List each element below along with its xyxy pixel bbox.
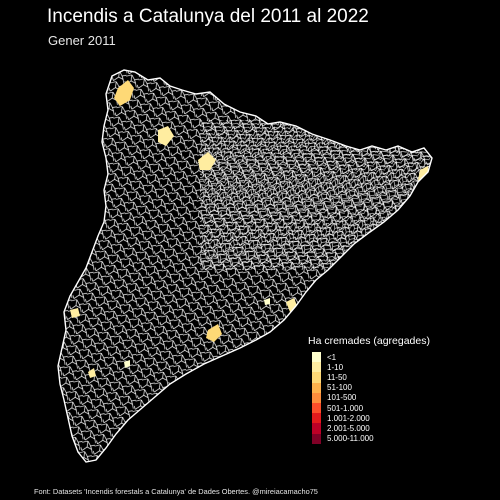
legend-item: 1.001-2.000: [308, 413, 430, 424]
legend-item: <1: [308, 352, 430, 363]
legend-items: <1 1-10 11-50 51-100 101-500 501-1.000 1.001-2…: [308, 352, 430, 444]
legend-label: 1.001-2.000: [327, 413, 370, 423]
legend-item: 2.001-5.000: [308, 423, 430, 434]
legend-swatch: [312, 382, 321, 393]
legend-swatch: [312, 402, 321, 414]
legend-item: 11-50: [308, 372, 430, 383]
legend-item: 51-100: [308, 382, 430, 393]
legend-item: 501-1.000: [308, 402, 430, 414]
legend: Ha cremades (agregades) <1 1-10 11-50 51-10…: [308, 335, 430, 444]
legend-label: 2.001-5.000: [327, 423, 370, 433]
legend-item: 101-500: [308, 392, 430, 403]
legend-label: 11-50: [327, 372, 347, 382]
legend-item: 1-10: [308, 362, 430, 373]
legend-swatch: [312, 413, 321, 424]
legend-title: Ha cremades (agregades): [308, 335, 430, 347]
map-title: Incendis a Catalunya del 2011 al 2022: [47, 6, 369, 27]
burn-area: [114, 80, 134, 106]
burn-area: [124, 360, 130, 368]
legend-swatch: [312, 423, 321, 434]
burn-area: [158, 126, 174, 146]
legend-swatch: [312, 392, 321, 403]
legend-swatch: [312, 433, 321, 444]
legend-item: 5.000-11.000: [308, 433, 430, 444]
burn-area: [88, 368, 96, 378]
legend-swatch: [312, 362, 321, 373]
map-subtitle: Gener 2011: [48, 33, 116, 48]
legend-label: 1-10: [327, 362, 344, 372]
legend-swatch: [312, 352, 321, 363]
source-caption: Font: Datasets 'Incendis forestals a Cat…: [34, 487, 318, 496]
burn-area: [198, 152, 216, 170]
legend-label: 51-100: [327, 383, 352, 393]
burn-area: [264, 298, 270, 305]
burn-area: [206, 324, 222, 342]
legend-swatch: [312, 372, 321, 383]
legend-label: 501-1.000: [327, 403, 364, 413]
burn-area: [400, 138, 408, 147]
burn-area: [70, 308, 80, 318]
legend-label: 5.000-11.000: [327, 434, 374, 444]
legend-label: 101-500: [327, 393, 357, 403]
legend-label: <1: [327, 352, 337, 362]
